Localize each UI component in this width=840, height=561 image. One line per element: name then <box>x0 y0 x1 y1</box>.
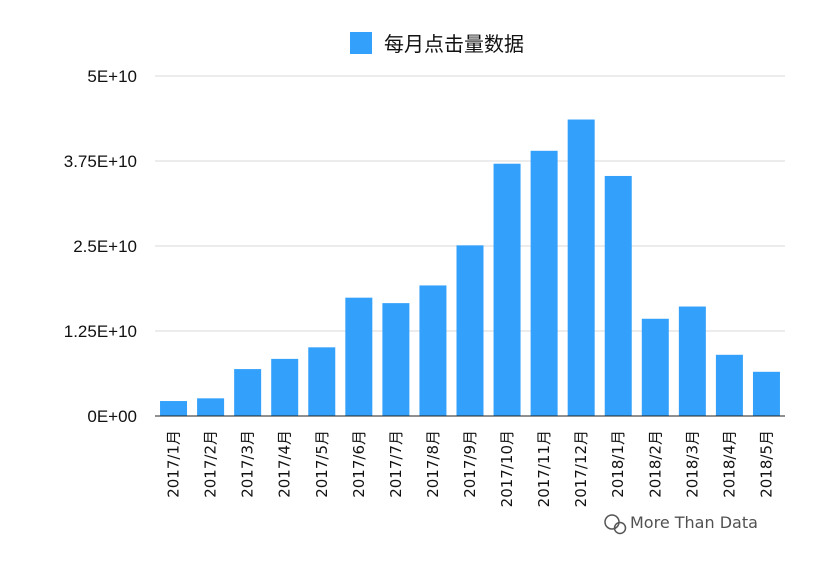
bar <box>382 303 410 416</box>
bar <box>456 245 484 416</box>
x-tick-label: 2018/3月 <box>683 430 701 498</box>
y-tick-label: 3.75E+10 <box>64 152 137 171</box>
x-tick-label: 2017/11月 <box>535 430 553 507</box>
x-axis-ticks: 2017/1月 2017/2月 2017/3月 2017/4月 2017/5月 2017/… <box>165 430 776 507</box>
bar <box>493 163 521 416</box>
x-tick-label: 2017/1月 <box>165 430 183 498</box>
y-tick-label: 2.5E+10 <box>73 237 137 256</box>
x-tick-label: 2018/1月 <box>609 430 627 498</box>
x-tick-label: 2018/2月 <box>646 430 664 498</box>
watermark: More Than Data <box>604 513 758 535</box>
bar <box>715 354 743 416</box>
y-axis-ticks: 0E+00 1.25E+10 2.5E+10 3.75E+10 5E+10 <box>64 67 137 426</box>
watermark-text: More Than Data <box>630 513 758 532</box>
bar <box>234 369 262 416</box>
bar <box>530 150 558 417</box>
x-tick-label: 2018/4月 <box>720 430 738 498</box>
bar <box>308 347 336 416</box>
bar <box>752 371 780 416</box>
bar <box>678 306 706 416</box>
bar <box>641 318 669 416</box>
bar <box>345 297 373 416</box>
x-tick-label: 2017/6月 <box>350 430 368 498</box>
x-tick-label: 2017/2月 <box>202 430 220 498</box>
y-tick-label: 5E+10 <box>87 67 137 86</box>
x-tick-label: 2017/9月 <box>461 430 479 498</box>
bar <box>271 358 299 416</box>
legend-label: 每月点击量数据 <box>384 32 524 56</box>
bar <box>604 175 632 416</box>
x-tick-label: 2017/3月 <box>239 430 257 498</box>
bar <box>567 119 595 417</box>
x-tick-label: 2017/10月 <box>498 430 516 507</box>
wechat-icon <box>604 514 627 535</box>
bar <box>419 285 447 416</box>
y-tick-label: 0E+00 <box>87 407 137 426</box>
bar <box>160 401 188 416</box>
y-tick-label: 1.25E+10 <box>64 322 137 341</box>
x-tick-label: 2017/8月 <box>424 430 442 498</box>
x-tick-label: 2017/5月 <box>313 430 331 498</box>
x-tick-label: 2018/5月 <box>757 430 775 498</box>
legend: 每月点击量数据 <box>350 32 524 56</box>
x-tick-label: 2017/7月 <box>387 430 405 498</box>
x-tick-label: 2017/4月 <box>276 430 294 498</box>
bar <box>197 398 225 416</box>
x-tick-label: 2017/12月 <box>572 430 590 507</box>
bars <box>160 119 780 417</box>
legend-swatch <box>350 32 372 54</box>
